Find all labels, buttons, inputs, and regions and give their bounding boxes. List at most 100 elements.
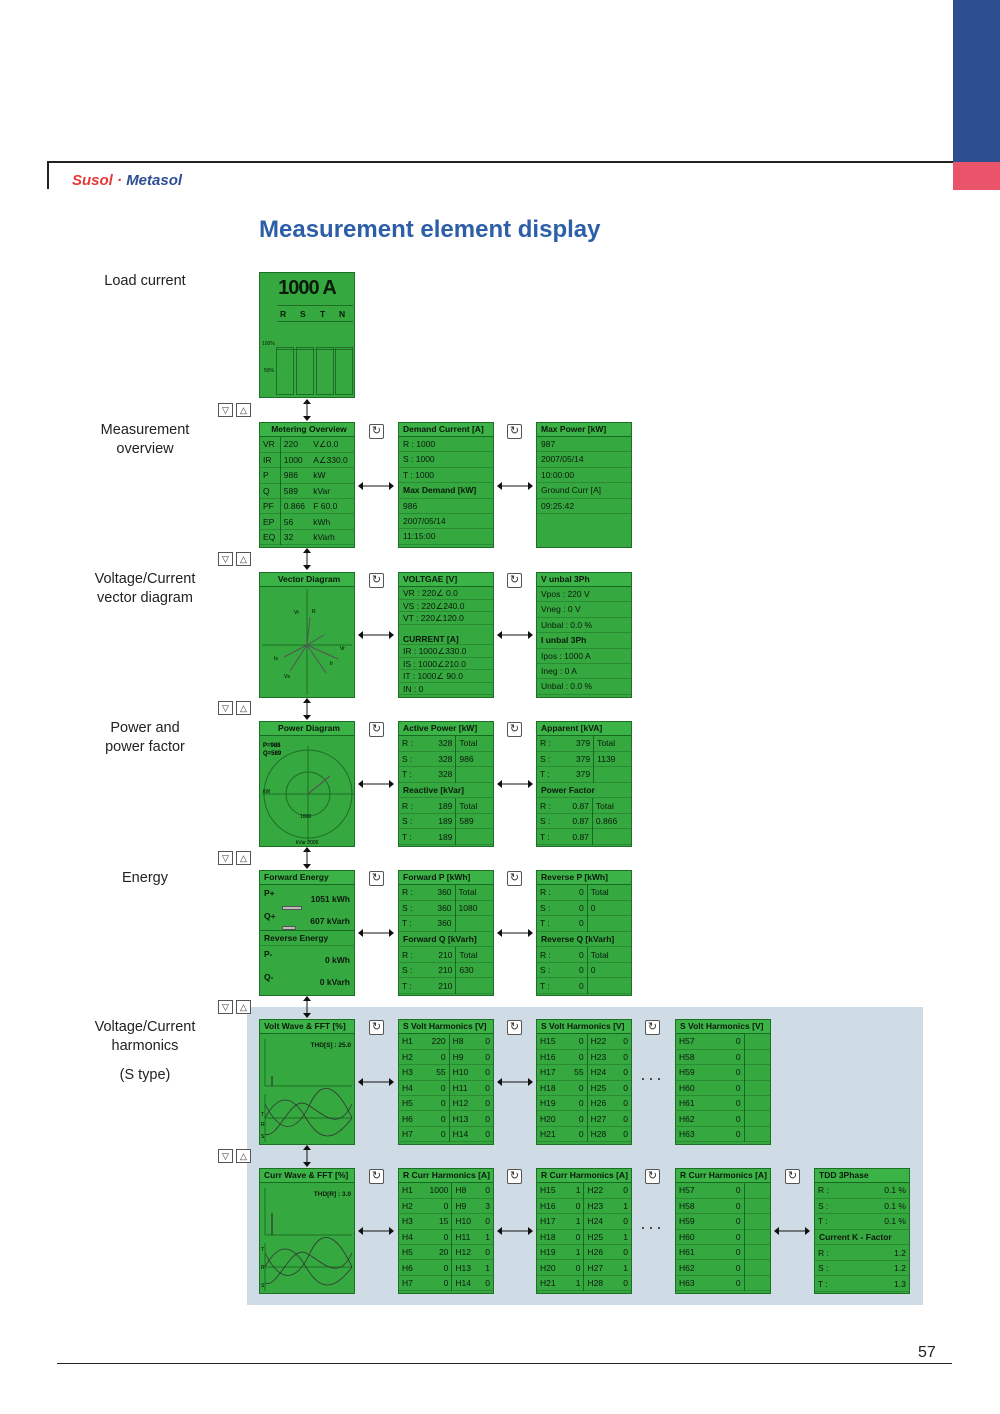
svg-text:R: R	[312, 609, 316, 615]
cycle-button[interactable]: ↻	[507, 722, 522, 737]
cycle-button[interactable]: ↻	[645, 1020, 660, 1035]
nav-down-button[interactable]: ▽	[218, 552, 233, 566]
apparent-power-screen[interactable]: Apparent [kVA] R :379 Total S :379 1139 T …	[536, 721, 632, 847]
cycle-button[interactable]: ↻	[785, 1169, 800, 1184]
svg-text:Vs: Vs	[284, 674, 290, 680]
volt-wave-screen[interactable]: Volt Wave & FFT [%] THD[S] : 25.0 T R S	[259, 1019, 355, 1145]
footer-rule	[57, 1363, 952, 1364]
cycle-button[interactable]: ↻	[507, 1020, 522, 1035]
page-title: Measurement element display	[259, 216, 601, 243]
demand-current-screen[interactable]: Demand Current [A] R : 1000 S : 1000 T :…	[398, 422, 494, 548]
s-volt-harmonics-screen-1[interactable]: S Volt Harmonics [V] H1 220 H8 0 H2 0 H9 0 H3 5…	[398, 1019, 494, 1145]
nav-up-button[interactable]: △	[236, 1000, 251, 1014]
label-harmonics: Voltage/Current harmonics (S type)	[94, 1019, 196, 1083]
nav-up-button[interactable]: △	[236, 1149, 251, 1163]
voltage-current-screen[interactable]: VOLTGAE [V] VR : 220∠ 0.0 VS : 220∠240.0…	[398, 572, 494, 698]
nav-down-button[interactable]: ▽	[218, 1149, 233, 1163]
vector-diagram-screen[interactable]: Vector Diagram Vt R Vr Is Vs Ir	[259, 572, 355, 698]
power-diagram-screen[interactable]: Power Diagram P=988 Q=589 kW 1000 kVar 2…	[259, 721, 355, 847]
more-pages-ellipsis: ···	[640, 1217, 664, 1237]
s-volt-harmonics-screen-3[interactable]: S Volt Harmonics [V] H57 0 H58 0 H59 0 H60 0…	[675, 1019, 771, 1145]
s-volt-harmonics-table-2: H15 0 H22 0 H16 0 H23 0 H17 55 H24 0 H18 0 H25 0 H19…	[537, 1034, 631, 1143]
cycle-button[interactable]: ↻	[369, 424, 384, 439]
r-curr-harmonics-table-3: H57 0 H58 0 H59 0 H60 0 H61 0 H62 0 H63 0	[676, 1183, 770, 1292]
svg-text:T: T	[261, 1112, 264, 1118]
svg-text:Is: Is	[274, 656, 278, 662]
header-tick	[47, 161, 49, 189]
updown-arrow-icon	[303, 996, 311, 1018]
leftright-arrow-icon	[497, 482, 533, 490]
leftright-arrow-icon	[774, 1227, 810, 1235]
r-curr-harmonics-screen-2[interactable]: R Curr Harmonics [A] H15 1 H22 0 H16 0 H23 1 H…	[536, 1168, 632, 1294]
nav-up-button[interactable]: △	[236, 701, 251, 715]
tdd-screen[interactable]: TDD 3Phase R :0.1 % S :0.1 % T :0.1 % Cu…	[814, 1168, 910, 1294]
active-power-screen[interactable]: Active Power [kW] R :328 Total S :328 986 …	[398, 721, 494, 847]
brand-logo: Susol · Metasol	[72, 172, 183, 189]
bar-s	[296, 347, 314, 395]
cycle-button[interactable]: ↻	[507, 573, 522, 588]
leftright-arrow-icon	[497, 631, 533, 639]
nav-up-button[interactable]: △	[236, 851, 251, 865]
cycle-button[interactable]: ↻	[507, 424, 522, 439]
leftright-arrow-icon	[358, 929, 394, 937]
label-load-current: Load current	[104, 273, 186, 289]
svg-text:T: T	[261, 1247, 264, 1253]
unbalance-screen[interactable]: V unbal 3Ph Vpos : 220 V Vneg : 0 V Unba…	[536, 572, 632, 698]
volt-wave-graphic: T R S	[261, 1039, 353, 1142]
nav-up-button[interactable]: △	[236, 552, 251, 566]
cycle-button[interactable]: ↻	[507, 1169, 522, 1184]
r-curr-harmonics-table-1: H1 1000 H8 0 H2 0 H9 3 H3 15 H10 0 H4 0 H11 1 H5 20 H1…	[399, 1183, 493, 1292]
updown-arrow-icon	[303, 548, 311, 570]
updown-arrow-icon	[303, 698, 311, 720]
bar-r	[276, 347, 294, 395]
leftright-arrow-icon	[358, 631, 394, 639]
label-vector: Voltage/Current vector diagram	[94, 571, 196, 606]
load-current-screen[interactable]: 1000 A R S T N 100% 50%	[259, 272, 355, 398]
s-volt-harmonics-table-3: H57 0 H58 0 H59 0 H60 0 H61 0 H62 0 H63 0	[676, 1034, 770, 1143]
cycle-button[interactable]: ↻	[369, 871, 384, 886]
r-curr-harmonics-screen-3[interactable]: R Curr Harmonics [A] H57 0 H58 0 H59 0 H60 0…	[675, 1168, 771, 1294]
leftright-arrow-icon	[497, 1078, 533, 1086]
leftright-arrow-icon	[358, 1078, 394, 1086]
svg-text:R: R	[261, 1122, 265, 1128]
page-number: 57	[918, 1344, 936, 1361]
svg-text:Q=589: Q=589	[263, 751, 282, 757]
svg-text:S: S	[261, 1283, 265, 1289]
leftright-arrow-icon	[497, 929, 533, 937]
svg-text:Vt: Vt	[294, 610, 299, 616]
forward-p-screen[interactable]: Forward P [kWh] R :360 Total S :360 1080 T…	[398, 870, 494, 996]
r-curr-harmonics-screen-1[interactable]: R Curr Harmonics [A] H1 1000 H8 0 H2 0 H9 3 H3…	[398, 1168, 494, 1294]
cycle-button[interactable]: ↻	[369, 722, 384, 737]
vector-diagram-graphic: Vt R Vr Is Vs Ir	[262, 589, 352, 695]
s-volt-harmonics-screen-2[interactable]: S Volt Harmonics [V] H15 0 H22 0 H16 0 H23 0 H…	[536, 1019, 632, 1145]
cycle-button[interactable]: ↻	[369, 1020, 384, 1035]
cycle-button[interactable]: ↻	[369, 573, 384, 588]
leftright-arrow-icon	[358, 1227, 394, 1235]
svg-text:R: R	[261, 1265, 265, 1271]
metering-overview-screen[interactable]: Metering Overview VR 220 V∠0.0 IR 1000 A∠330…	[259, 422, 355, 548]
svg-text:Ir: Ir	[330, 661, 333, 667]
nav-down-button[interactable]: ▽	[218, 851, 233, 865]
curr-wave-graphic: T R S	[261, 1188, 353, 1291]
r-curr-harmonics-table-2: H15 1 H22 0 H16 0 H23 1 H17 1 H24 0 H18 0 H25 1 H19 1…	[537, 1183, 631, 1292]
s-volt-harmonics-table-1: H1 220 H8 0 H2 0 H9 0 H3 55 H10 0 H4 0 H11 0 H5 0 H12 0…	[399, 1034, 493, 1143]
nav-down-button[interactable]: ▽	[218, 403, 233, 417]
cycle-button[interactable]: ↻	[507, 871, 522, 886]
nav-down-button[interactable]: ▽	[218, 701, 233, 715]
cycle-button[interactable]: ↻	[645, 1169, 660, 1184]
label-power: Power and power factor	[105, 720, 185, 755]
nav-down-button[interactable]: ▽	[218, 1000, 233, 1014]
forward-energy-screen[interactable]: Forward Energy P+ 1051 kWh Q+ 607 kVarh …	[259, 870, 355, 996]
bar-n	[335, 347, 353, 395]
max-power-screen[interactable]: Max Power [kW] 987 2007/05/14 10:00:00 G…	[536, 422, 632, 548]
svg-text:Vr: Vr	[340, 646, 345, 652]
leftright-arrow-icon	[358, 780, 394, 788]
svg-text:1000: 1000	[300, 814, 311, 820]
curr-wave-screen[interactable]: Curr Wave & FFT [%] THD[R] : 3.0 T R S	[259, 1168, 355, 1294]
nav-up-button[interactable]: △	[236, 403, 251, 417]
cycle-button[interactable]: ↻	[369, 1169, 384, 1184]
leftright-arrow-icon	[358, 482, 394, 490]
brand-bar-red	[953, 162, 1000, 190]
svg-text:kW: kW	[263, 789, 271, 795]
